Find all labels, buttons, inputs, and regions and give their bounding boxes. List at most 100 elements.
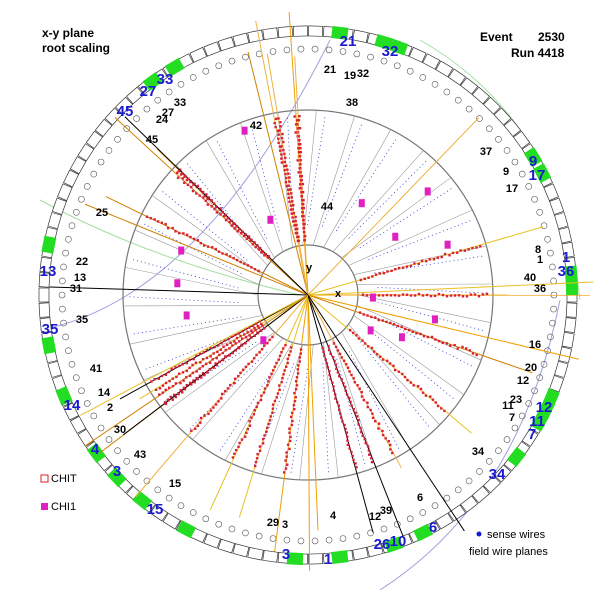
chit — [240, 337, 244, 340]
chit — [176, 176, 180, 179]
chit — [443, 409, 446, 413]
calorimeter-cell — [447, 68, 467, 86]
calorimeter-cell — [126, 86, 145, 105]
chit — [387, 439, 390, 443]
field-plane — [205, 140, 275, 258]
chit — [160, 374, 164, 378]
chit — [258, 320, 261, 323]
chit — [291, 216, 294, 219]
chit — [363, 342, 367, 345]
chit — [397, 294, 401, 297]
chit — [333, 359, 336, 363]
wire-cell — [406, 67, 414, 75]
wire-cell — [485, 458, 493, 465]
chit — [280, 157, 283, 160]
hit-cell — [331, 550, 349, 564]
sense-plane — [374, 255, 484, 274]
chit — [342, 381, 345, 385]
chit — [292, 203, 295, 207]
chit — [164, 381, 168, 385]
wire-cell — [380, 525, 388, 533]
chit — [290, 346, 293, 349]
wire-cell — [353, 50, 361, 58]
chit — [260, 347, 264, 351]
chit — [267, 255, 271, 258]
chit — [283, 152, 286, 156]
chit — [199, 361, 202, 364]
chit — [195, 192, 198, 195]
track-label: 4 — [330, 510, 337, 522]
chit — [291, 208, 294, 211]
chit — [287, 192, 290, 196]
chit — [193, 427, 197, 430]
chit — [157, 377, 161, 380]
chit — [350, 373, 353, 377]
chit — [280, 153, 283, 156]
chit — [290, 212, 293, 215]
chit — [188, 358, 191, 362]
wire-cell — [189, 74, 197, 81]
chit — [302, 226, 305, 230]
wire-cell — [325, 536, 333, 544]
chi1 — [267, 215, 274, 224]
calorimeter-cell — [217, 538, 236, 554]
chit — [302, 214, 305, 218]
chit — [237, 374, 240, 378]
wire-cell — [97, 424, 105, 432]
chit — [323, 354, 326, 358]
chit — [416, 385, 420, 388]
chit — [441, 341, 444, 345]
chit — [253, 464, 257, 468]
chit — [177, 231, 181, 235]
chit — [345, 393, 349, 396]
wire-cell — [525, 400, 533, 407]
calorimeter-cell — [447, 504, 467, 522]
chit — [352, 458, 355, 462]
chit — [294, 231, 298, 235]
track-label: 35 — [76, 314, 88, 326]
calorimeter-cell — [422, 53, 441, 70]
chit — [473, 293, 477, 296]
chit — [275, 396, 278, 399]
field-plane — [348, 209, 473, 266]
chit — [212, 352, 215, 355]
chit — [378, 272, 382, 275]
chit — [221, 252, 224, 255]
chit — [193, 381, 196, 384]
chit — [239, 371, 242, 374]
chit — [428, 258, 432, 261]
calorimeter-cell — [232, 543, 250, 558]
wire-cell — [123, 458, 131, 465]
chit — [285, 184, 288, 188]
wire-cell — [325, 46, 333, 54]
wire-cell — [393, 62, 401, 70]
track-label: 36 — [534, 283, 546, 295]
chit — [281, 376, 284, 380]
chit — [201, 365, 205, 368]
field-plane — [312, 115, 355, 246]
calorimeter-cell — [47, 212, 62, 230]
chit — [286, 168, 289, 171]
chit — [430, 335, 434, 339]
sense-plane — [377, 286, 489, 294]
wire-cell — [443, 494, 451, 502]
wire-cell — [228, 525, 236, 533]
hit-cell — [384, 536, 404, 553]
ring-label: 4 — [91, 441, 100, 458]
calorimeter-cell — [247, 547, 264, 561]
field-plane — [125, 267, 259, 296]
chit — [209, 409, 213, 412]
chit — [221, 210, 224, 214]
wire-cell — [485, 125, 493, 132]
chit — [289, 188, 292, 191]
chit — [295, 223, 298, 227]
chit — [465, 347, 468, 350]
chit — [181, 177, 185, 180]
chit — [271, 407, 275, 410]
chit — [294, 388, 298, 391]
chit — [229, 219, 233, 223]
hit-cell — [565, 278, 579, 296]
chit — [301, 202, 304, 206]
chit — [293, 407, 296, 411]
chit — [167, 370, 171, 374]
